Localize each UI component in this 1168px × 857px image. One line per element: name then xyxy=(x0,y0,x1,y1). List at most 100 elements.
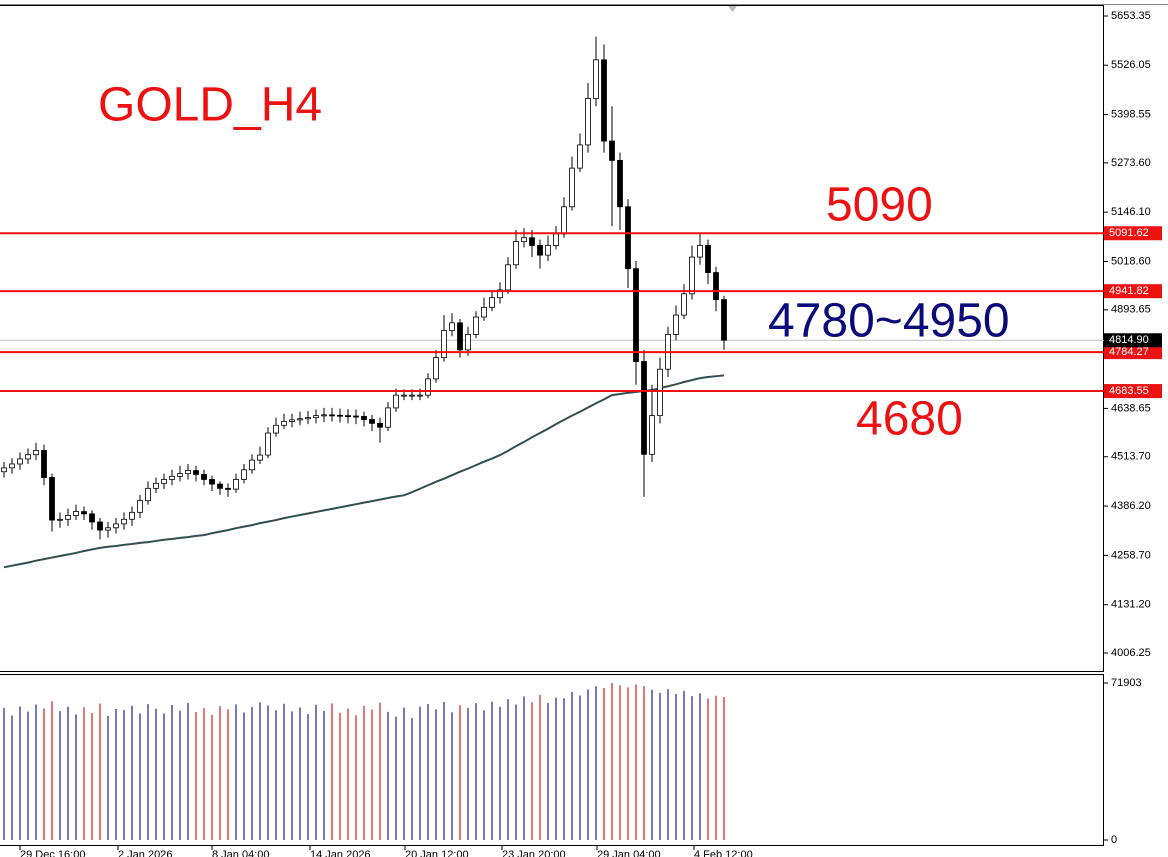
volume-tick-label: 0 xyxy=(1111,834,1117,846)
volume-tick-label: 71903 xyxy=(1111,677,1142,689)
candle-body xyxy=(393,394,399,409)
candle-body xyxy=(449,322,455,331)
y-tick-label: 4893.65 xyxy=(1111,304,1151,316)
level-tag xyxy=(1104,345,1162,360)
candle-body xyxy=(577,144,583,169)
candle-body xyxy=(169,475,175,480)
candle-body xyxy=(321,414,327,417)
candle-body xyxy=(177,473,183,477)
level-label: 4683.55 xyxy=(1109,385,1149,397)
candle-body xyxy=(113,523,119,529)
candle-body xyxy=(617,159,623,208)
candle-body xyxy=(441,330,447,359)
candle-body xyxy=(481,306,487,318)
level-label: 4784.27 xyxy=(1109,346,1149,358)
candle-body xyxy=(345,415,351,418)
candle-body xyxy=(281,421,287,426)
current-price-label: 4814.90 xyxy=(1109,334,1149,346)
candle-body xyxy=(385,407,391,428)
candle-body xyxy=(297,418,303,421)
candle-body xyxy=(273,424,279,434)
current-price-tag xyxy=(1104,333,1162,348)
candle-body xyxy=(569,167,575,208)
candle-body xyxy=(33,450,39,456)
y-tick-label: 5146.10 xyxy=(1111,206,1151,218)
candle-body xyxy=(233,479,239,490)
candle-body xyxy=(649,415,655,455)
candle-body xyxy=(89,513,95,523)
candle-body xyxy=(153,482,159,489)
candle-body xyxy=(593,59,599,99)
candle-body xyxy=(25,454,31,460)
volume-pane xyxy=(0,674,1104,846)
candle-body xyxy=(377,422,383,428)
candle-body xyxy=(17,458,23,465)
candle-body xyxy=(193,470,199,475)
candle-body xyxy=(713,272,719,301)
candle-body xyxy=(49,477,55,521)
candle-body xyxy=(585,98,591,146)
candle-body xyxy=(529,237,535,246)
x-tick-label: 2 Jan 2026 xyxy=(118,849,172,857)
y-tick-label: 4131.20 xyxy=(1111,599,1151,611)
candle-body xyxy=(641,361,647,455)
candle-body xyxy=(217,483,223,489)
y-tick-label: 4513.70 xyxy=(1111,451,1151,463)
candle-body xyxy=(601,59,607,142)
y-tick-label: 4386.20 xyxy=(1111,500,1151,512)
candle-body xyxy=(161,479,167,484)
candle-body xyxy=(265,432,271,456)
candle-body xyxy=(137,500,143,513)
candle-body xyxy=(257,454,263,461)
candle-body xyxy=(369,419,375,424)
x-tick-label: 4 Feb 12:00 xyxy=(694,849,753,857)
candle-body xyxy=(561,206,567,235)
candle-body xyxy=(249,459,255,471)
y-tick-label: 4638.65 xyxy=(1111,402,1151,414)
level-tag xyxy=(1104,384,1162,399)
level-label: 4941.82 xyxy=(1109,285,1149,297)
x-tick-label: 23 Jan 20:00 xyxy=(502,849,566,857)
main-pane xyxy=(0,5,1104,672)
candle-body xyxy=(305,417,311,420)
candle-body xyxy=(705,245,711,273)
level-tag xyxy=(1104,226,1162,241)
annotation: 4680 xyxy=(856,393,963,446)
candle-body xyxy=(121,518,127,525)
x-tick-label: 20 Jan 12:00 xyxy=(405,849,469,857)
candle-body xyxy=(673,314,679,335)
candle-body xyxy=(73,511,79,516)
candle-body xyxy=(433,357,439,380)
x-tick-label: 29 Dec 16:00 xyxy=(20,849,85,857)
y-tick-label: 5398.55 xyxy=(1111,108,1151,120)
candle-body xyxy=(361,416,367,420)
candle-body xyxy=(417,394,423,397)
candle-body xyxy=(185,470,191,475)
x-tick-label: 29 Jan 04:00 xyxy=(597,849,661,857)
y-tick-label: 5018.60 xyxy=(1111,255,1151,267)
candle-body xyxy=(353,415,359,418)
candle-body xyxy=(65,515,71,520)
candle-body xyxy=(537,245,543,256)
candle-body xyxy=(425,378,431,396)
candle-body xyxy=(9,463,15,469)
candle-body xyxy=(457,322,463,351)
candle-body xyxy=(313,415,319,418)
candle-body xyxy=(497,289,503,299)
candle-body xyxy=(337,414,343,417)
candle-body xyxy=(241,469,247,480)
candle-body xyxy=(201,474,207,480)
candle-body xyxy=(57,518,63,521)
candle-body xyxy=(409,394,415,397)
candle-body xyxy=(505,264,511,291)
candle-body xyxy=(209,479,215,485)
candle-body xyxy=(105,527,111,531)
candle-body xyxy=(473,316,479,335)
y-tick-label: 5526.05 xyxy=(1111,59,1151,71)
candle-body xyxy=(521,237,527,243)
candle-body xyxy=(329,414,335,417)
candle-body xyxy=(489,297,495,308)
candle-body xyxy=(689,256,695,295)
